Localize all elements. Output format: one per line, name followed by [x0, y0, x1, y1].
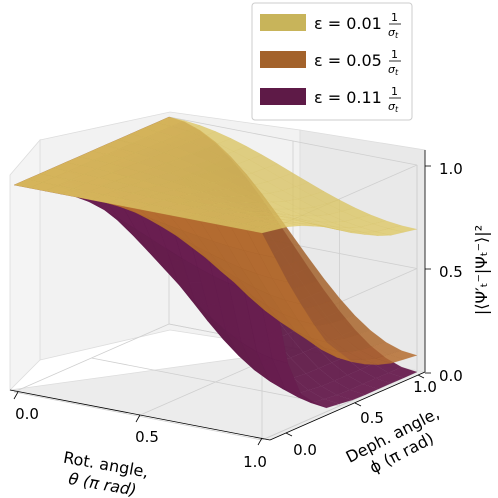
x-axis-label: Rot. angle, θ (π rad) [62, 448, 150, 498]
surface-patch [272, 222, 301, 228]
legend-swatch [260, 51, 306, 68]
surface-patch [310, 398, 341, 409]
surfaces [13, 116, 418, 409]
surface-patch [259, 223, 288, 231]
grid-line [91, 357, 340, 407]
y-axis-label: Deph. angle, ϕ (π rad) [343, 403, 443, 477]
legend-unit-num: 1 [391, 11, 398, 24]
legend-label: ε = 0.11 [314, 88, 382, 107]
y-tick-label: 1.0 [413, 378, 437, 396]
legend-unit-den: σt [388, 100, 399, 114]
y-axis-line [269, 371, 426, 441]
surface-patch [323, 394, 354, 405]
surface-patch [387, 350, 418, 360]
z-tick-label: 0.5 [439, 263, 463, 281]
x-tick-label: 0.5 [135, 428, 159, 446]
y-ticks: 0.0 0.5 1.0 [285, 374, 437, 459]
surface-series [13, 116, 418, 237]
surface-patch [362, 358, 392, 365]
surface-patch [310, 337, 340, 353]
surface-patch [375, 228, 405, 236]
legend-label: ε = 0.05 [314, 51, 382, 70]
surface-patch [246, 226, 275, 234]
surface-patch [362, 231, 392, 237]
surface-patch [284, 299, 315, 325]
x-tick-label: 0.0 [15, 405, 39, 423]
surface-patch [285, 222, 314, 227]
surface-patch [388, 225, 418, 233]
legend-unit-num: 1 [391, 85, 398, 98]
left-pane [9, 138, 41, 391]
legend-unit-den: σt [388, 26, 399, 40]
legend: ε = 0.01 1 σt ε = 0.05 1 σt ε = 0.11 1 σ… [251, 2, 413, 121]
x-ticks: 0.0 0.5 1.0 [13, 391, 267, 471]
z-ticks: 0.0 0.5 1.0 [425, 160, 463, 385]
surface-patch [375, 354, 405, 364]
surface-patch [298, 397, 327, 409]
legend-swatch [260, 88, 306, 105]
y-tick-label: 0.5 [360, 409, 384, 427]
x-tick-label: 1.0 [243, 453, 267, 471]
y-tick-label: 0.0 [293, 441, 317, 459]
surface-patch [271, 278, 302, 305]
z-tick-label: 1.0 [439, 160, 463, 178]
legend-label: ε = 0.01 [314, 14, 382, 33]
legend-swatch [260, 14, 306, 31]
z-axis-label: |⟨Ψ′ₜ⁻|Ψₜ⁻⟩|² [472, 225, 491, 315]
z-tick-label: 0.0 [439, 367, 463, 385]
legend-unit-den: σt [388, 63, 399, 77]
surface-patch [349, 230, 379, 236]
legend-unit-num: 1 [391, 48, 398, 61]
grid-line [13, 391, 263, 441]
